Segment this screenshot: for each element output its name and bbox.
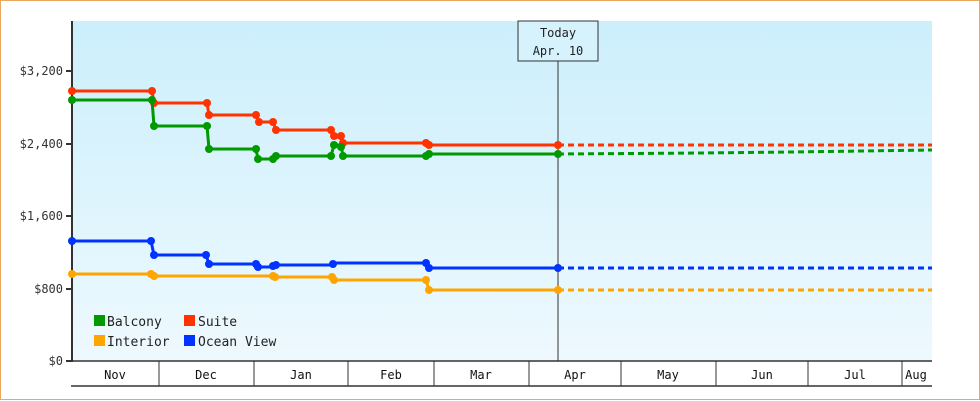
- month-label: Jul: [844, 368, 866, 382]
- series-suite: [68, 87, 932, 149]
- legend-label: Balcony: [107, 315, 162, 330]
- month-label: Nov: [104, 368, 126, 382]
- x-axis-months: Nov Dec Jan Feb Mar Apr May Jun Jul Aug: [71, 360, 932, 387]
- y-axis-ticks: $0 $800 $1,600 $2,400 $3,200: [20, 64, 72, 368]
- legend-label: Interior: [107, 335, 170, 350]
- y-tick-label: $0: [49, 354, 63, 368]
- forecast-line: [557, 148, 933, 156]
- legend-label: Suite: [198, 315, 237, 330]
- y-tick-label: $1,600: [20, 209, 63, 223]
- legend-item-suite: Suite: [184, 315, 237, 330]
- legend-item-interior: Interior: [94, 335, 170, 350]
- series-balcony: [68, 96, 933, 163]
- month-label: May: [657, 368, 679, 382]
- series-interior: [68, 270, 932, 294]
- series-ocean-view: [68, 237, 932, 272]
- legend-swatch: [184, 335, 195, 346]
- plot-area: [72, 21, 932, 361]
- legend-swatch: [184, 315, 195, 326]
- legend-item-ocean-view: Ocean View: [184, 335, 276, 350]
- month-label: Aug: [905, 368, 927, 382]
- legend-swatch: [94, 335, 105, 346]
- month-label: Mar: [470, 368, 492, 382]
- month-label: Dec: [195, 368, 217, 382]
- y-tick-label: $3,200: [20, 64, 63, 78]
- y-tick-label: $2,400: [20, 137, 63, 151]
- legend: Balcony Suite Interior Ocean View: [94, 315, 276, 350]
- legend-label: Ocean View: [198, 335, 276, 350]
- today-date: Apr. 10: [533, 44, 584, 58]
- legend-item-balcony: Balcony: [94, 315, 162, 330]
- y-tick-label: $800: [34, 282, 63, 296]
- month-label: Jun: [751, 368, 773, 382]
- month-label: Apr: [564, 368, 586, 382]
- legend-swatch: [94, 315, 105, 326]
- month-label: Feb: [380, 368, 402, 382]
- today-label: Today: [540, 26, 576, 40]
- month-label: Jan: [290, 368, 312, 382]
- today-marker: Today Apr. 10: [517, 20, 599, 361]
